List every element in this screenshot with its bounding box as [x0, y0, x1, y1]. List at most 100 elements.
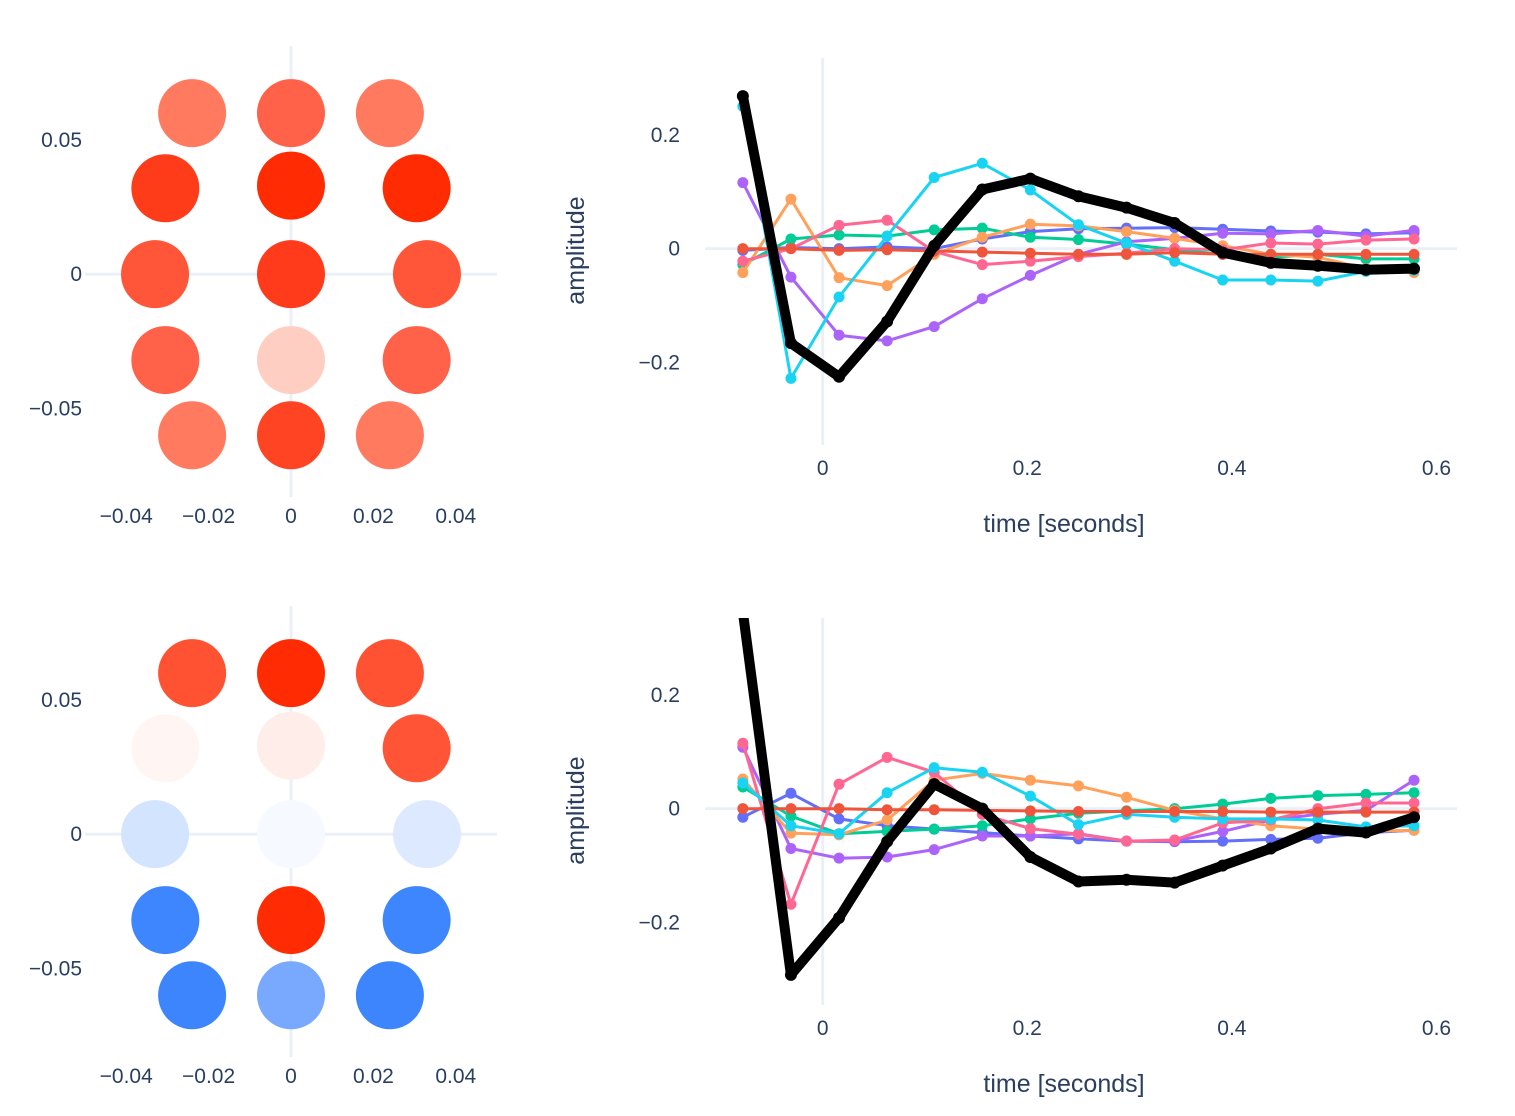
sensor-dot: [355, 401, 424, 470]
series-point: [976, 802, 989, 815]
series-point: [737, 777, 749, 789]
sensor-dot: [158, 401, 227, 470]
x-tick-label: −0.02: [182, 1065, 235, 1088]
x-tick-label: 0: [285, 505, 297, 528]
x-axis-title: time [seconds]: [983, 1070, 1144, 1098]
series-point: [1168, 876, 1181, 889]
series-point: [1265, 792, 1277, 804]
series-point: [1360, 788, 1372, 800]
series-point: [1265, 248, 1277, 260]
sensor-dot: [257, 639, 325, 708]
series-point: [1024, 247, 1036, 259]
y-tick-label: 0: [70, 263, 82, 286]
series-point: [740, 618, 745, 619]
series-group: [737, 618, 1421, 981]
series-point: [1265, 237, 1277, 249]
series-point: [976, 820, 988, 832]
sensor-dot: [257, 151, 325, 220]
y-tick-label: 0: [668, 798, 680, 821]
series-point: [1408, 262, 1421, 275]
series-point: [976, 183, 989, 196]
series-point: [928, 844, 940, 856]
series-point: [1024, 172, 1037, 185]
y-tick-label: −0.05: [29, 957, 82, 980]
x-axis-title: time [seconds]: [983, 510, 1144, 538]
sensor-dot: [121, 800, 190, 869]
series-point: [881, 751, 893, 763]
series-point: [833, 229, 845, 241]
series-point: [833, 244, 845, 256]
series-point: [976, 293, 988, 305]
series-point: [785, 787, 797, 799]
sensor-dot: [382, 714, 451, 783]
series-point: [1312, 806, 1324, 818]
x-tick-label: 0.6: [1422, 457, 1451, 480]
series-point: [976, 222, 988, 234]
sensor-dot: [257, 240, 325, 309]
series-point: [737, 737, 749, 749]
series-point: [785, 193, 797, 205]
series-point: [1311, 822, 1324, 835]
series-point: [785, 243, 797, 255]
series-point: [928, 321, 940, 333]
series-point: [785, 898, 797, 910]
sensor-dot: [392, 800, 461, 869]
series-point: [785, 372, 797, 384]
series-point: [1217, 227, 1229, 239]
series-point: [1024, 255, 1036, 267]
sensor-dot: [392, 240, 461, 309]
series-point: [1072, 190, 1085, 203]
series-point: [1072, 248, 1084, 260]
y-tick-label: −0.2: [639, 911, 680, 934]
series-point: [1072, 828, 1084, 840]
series-point: [1217, 825, 1229, 837]
series-point: [1408, 787, 1420, 799]
topomap-panel-3: −0.04 −0.02 0 0.02 0.04 0.05 0 −0.05: [29, 606, 497, 1088]
series-group: [736, 90, 1421, 384]
series-point: [737, 811, 749, 823]
series-point: [976, 259, 988, 271]
series-point: [881, 230, 893, 242]
x-tick-label: 0.4: [1217, 1017, 1247, 1040]
series-point: [881, 835, 894, 848]
series-point: [1072, 234, 1084, 246]
x-tick-label: 0: [817, 457, 829, 480]
series-point: [1121, 791, 1133, 803]
series-point: [928, 778, 941, 791]
series-point: [1024, 218, 1036, 230]
sensor-dot: [382, 886, 451, 955]
series-point: [1312, 790, 1324, 802]
sensor-dot: [257, 326, 325, 395]
series-point: [785, 820, 797, 832]
series-point: [833, 219, 845, 231]
series-point: [1024, 269, 1036, 281]
series-point: [881, 335, 893, 347]
sensor-dot: [158, 961, 227, 1030]
series-point: [737, 267, 749, 279]
x-tick-label: 0.2: [1013, 457, 1042, 480]
x-tick-label: −0.02: [182, 505, 235, 528]
series-point: [1217, 835, 1229, 847]
sensor-dot: [257, 79, 325, 148]
sensor-dot: [131, 326, 200, 395]
y-axis-title: amplitude: [562, 196, 590, 304]
series-point: [736, 90, 749, 103]
series-point: [737, 243, 749, 255]
series-point: [785, 233, 797, 245]
series-point: [1072, 219, 1084, 231]
sensor-dot: [257, 800, 325, 869]
series-point: [881, 814, 893, 826]
series-point: [784, 968, 797, 981]
series-point: [881, 804, 893, 816]
x-tick-label: 0: [285, 1065, 297, 1088]
series-point: [1408, 233, 1420, 245]
sensor-dot: [131, 886, 200, 955]
series-point: [1408, 797, 1420, 809]
series-point: [833, 828, 845, 840]
series-point: [1121, 806, 1133, 817]
x-tick-label: 0.02: [353, 1065, 394, 1088]
series-point: [833, 803, 845, 815]
series-point: [928, 762, 940, 774]
series-point: [1360, 806, 1372, 818]
